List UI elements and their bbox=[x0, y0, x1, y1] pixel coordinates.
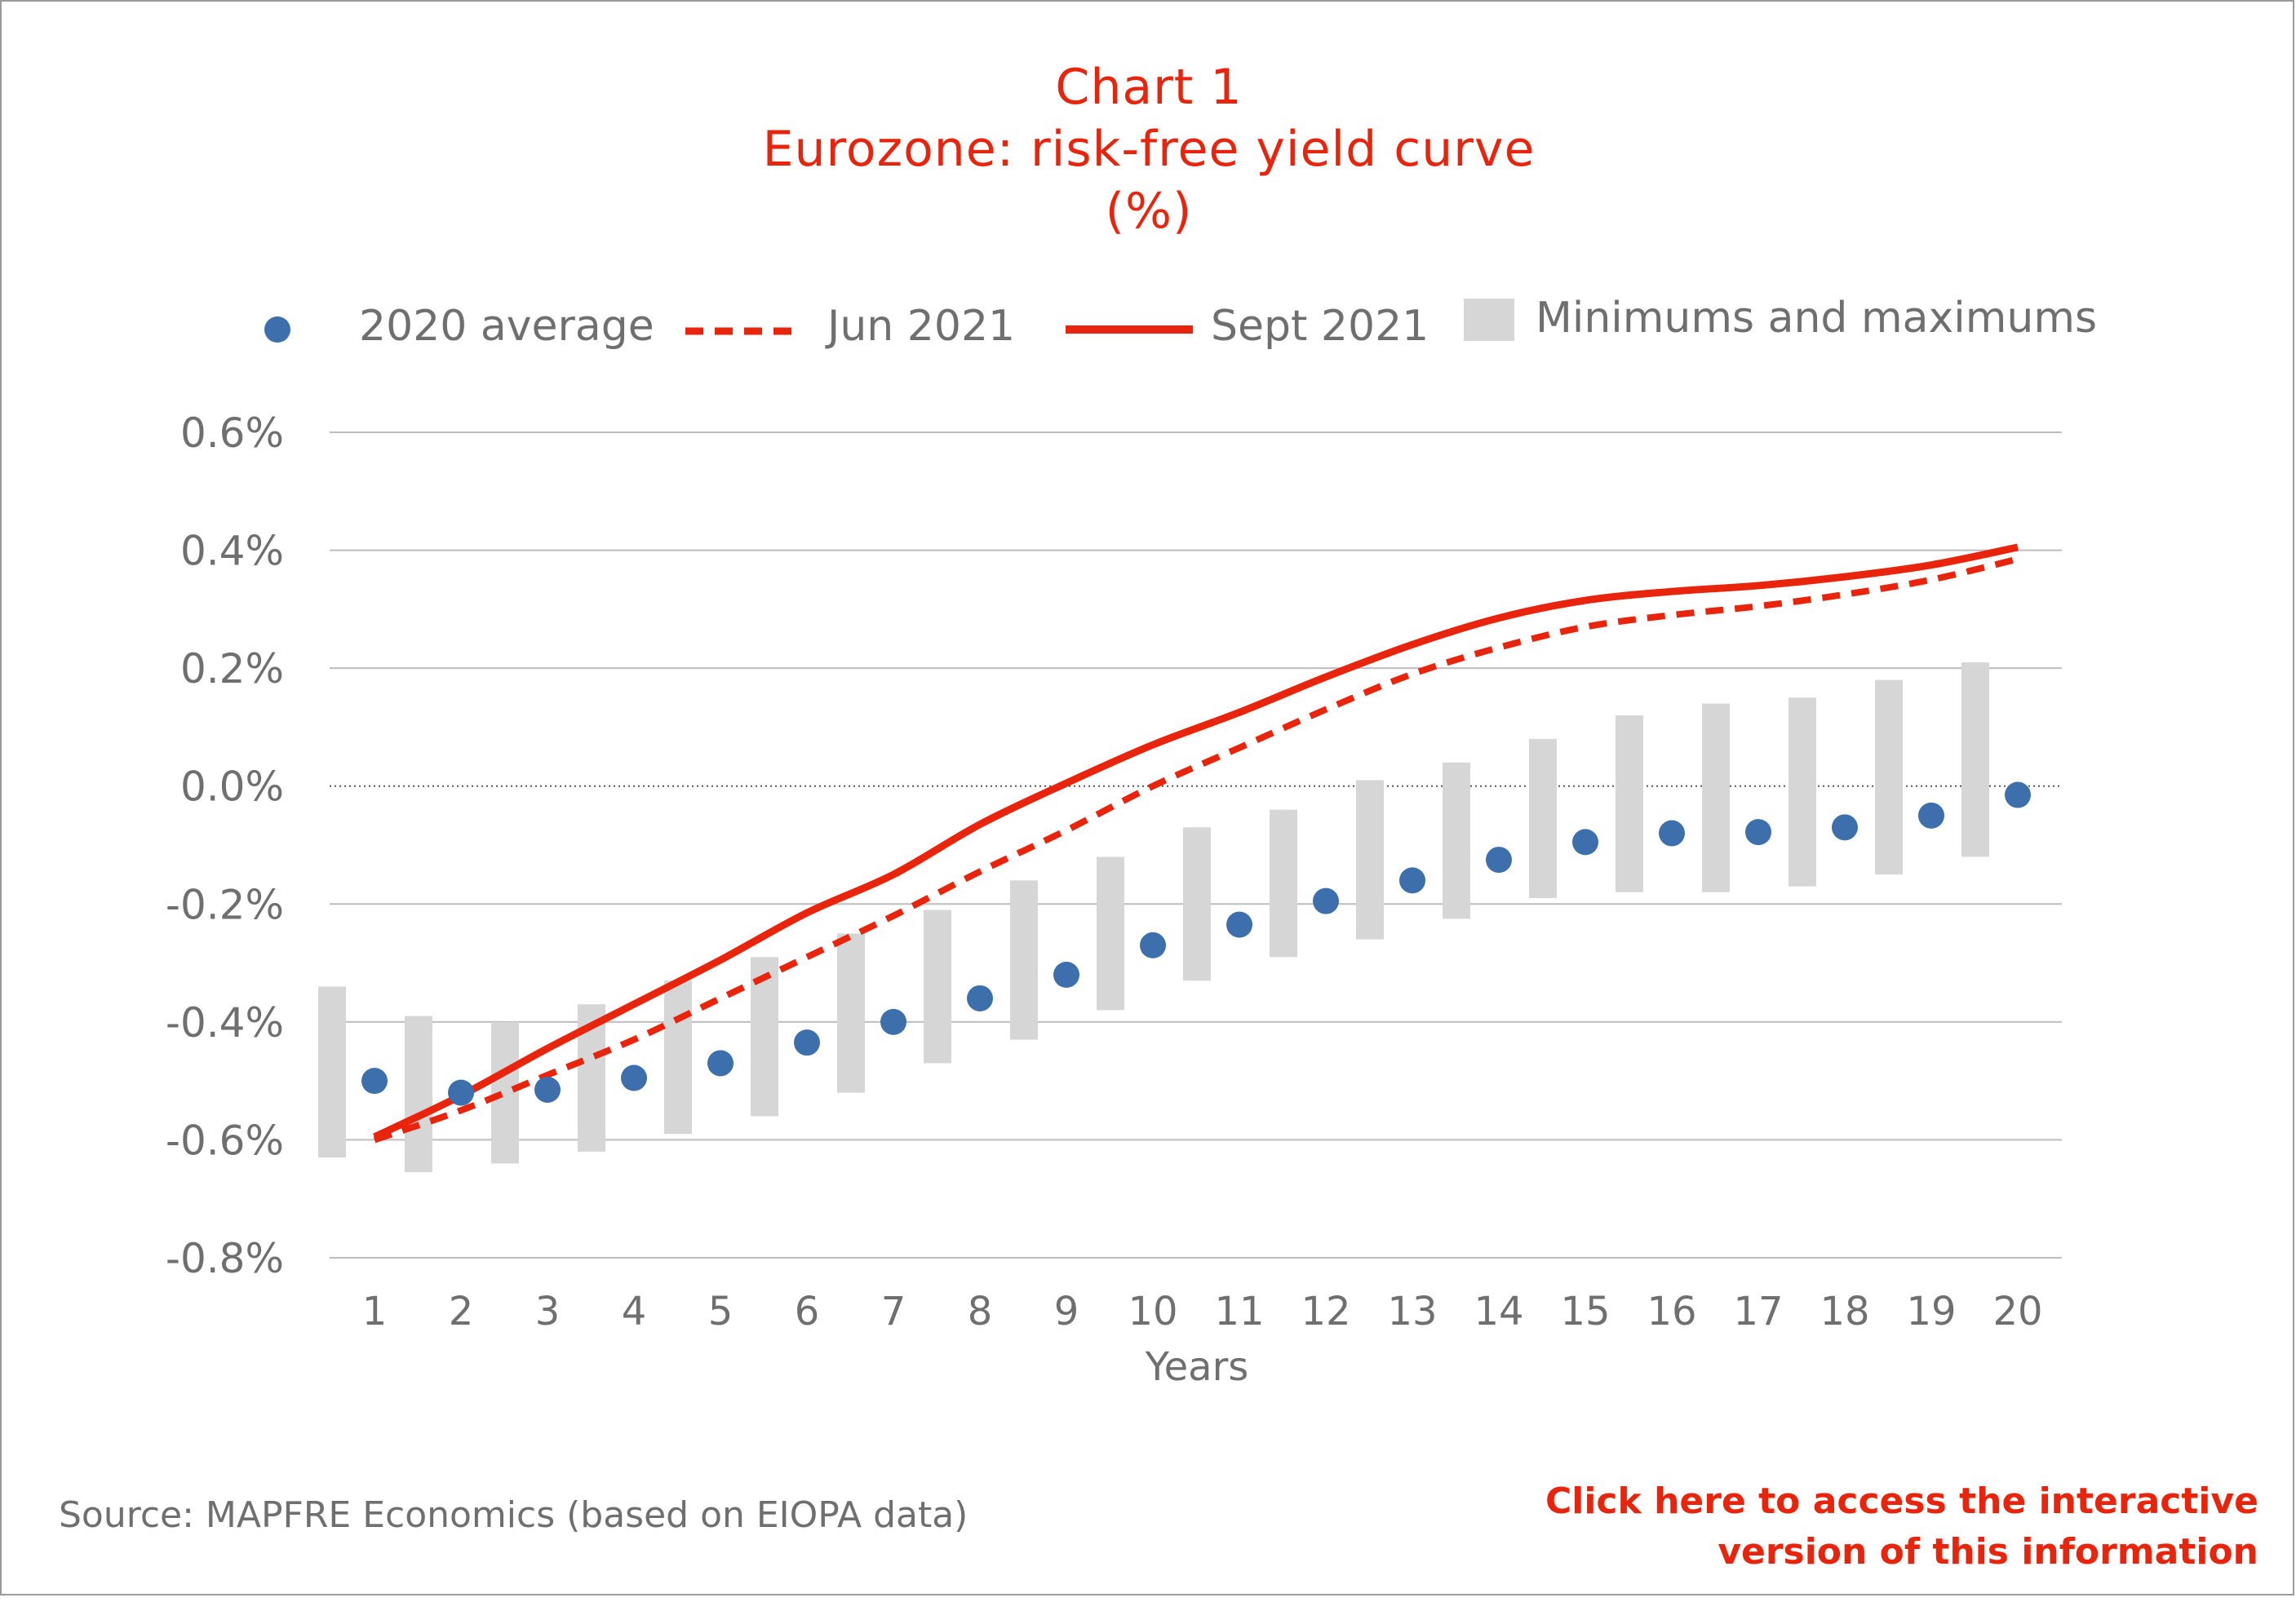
range-bar bbox=[1097, 856, 1124, 1011]
x-tick-label: 18 bbox=[1820, 1289, 1869, 1334]
y-tick-label: -0.8% bbox=[166, 1235, 284, 1282]
x-tick-label: 5 bbox=[708, 1289, 734, 1334]
x-tick-label: 19 bbox=[1906, 1289, 1956, 1334]
range-bar bbox=[837, 933, 865, 1093]
chart-unit: (%) bbox=[1105, 183, 1193, 240]
point-2020-average bbox=[1053, 962, 1079, 989]
legend-marker-min-max bbox=[1464, 299, 1514, 341]
x-tick-label: 1 bbox=[362, 1289, 388, 1334]
point-2020-average bbox=[1659, 820, 1685, 847]
range-bar bbox=[664, 980, 692, 1135]
point-2020-average bbox=[880, 1008, 906, 1035]
link-line-1: Click here to access the interactive bbox=[1545, 1480, 2258, 1522]
point-2020-average bbox=[534, 1076, 561, 1103]
x-tick-label: 14 bbox=[1474, 1289, 1523, 1334]
y-tick-label: 0.0% bbox=[180, 763, 284, 811]
series-line-sept-2021 bbox=[373, 543, 2019, 1140]
point-2020-average bbox=[1745, 819, 1771, 846]
x-tick-label: 16 bbox=[1647, 1289, 1696, 1334]
legend-label-2020-average: 2020 average bbox=[359, 302, 654, 351]
range-bar bbox=[924, 909, 951, 1064]
legend-label-min-max: Minimums and maximums bbox=[1536, 294, 2098, 343]
link-line-2: version of this information bbox=[1718, 1531, 2258, 1573]
x-tick-label: 2 bbox=[449, 1289, 474, 1334]
range-bar bbox=[1875, 679, 1903, 875]
x-tick-label: 20 bbox=[1992, 1289, 2042, 1334]
point-2020-average bbox=[794, 1029, 820, 1056]
legend-marker-2020-average bbox=[264, 316, 290, 343]
range-bar bbox=[1443, 762, 1470, 919]
point-2020-average bbox=[448, 1079, 474, 1106]
range-bar bbox=[1010, 880, 1038, 1040]
range-bar bbox=[318, 986, 346, 1158]
source-note: Source: MAPFRE Economics (based on EIOPA… bbox=[59, 1494, 968, 1536]
point-2020-average bbox=[1486, 847, 1512, 874]
range-bar bbox=[1616, 715, 1643, 892]
point-2020-average bbox=[707, 1050, 734, 1077]
x-tick-label: 8 bbox=[968, 1289, 993, 1334]
interactive-version-link[interactable]: Click here to access the interactive ver… bbox=[1545, 1476, 2258, 1578]
point-2020-average bbox=[1140, 932, 1166, 958]
x-tick-label: 11 bbox=[1214, 1289, 1264, 1334]
range-bar bbox=[1788, 697, 1816, 887]
y-tick-label: 0.2% bbox=[180, 645, 284, 693]
x-tick-label: 3 bbox=[535, 1289, 561, 1334]
point-2020-average bbox=[1918, 802, 1944, 829]
point-2020-average bbox=[967, 985, 993, 1011]
x-tick-label: 17 bbox=[1733, 1289, 1783, 1334]
legend-label-jun-2021: Jun 2021 bbox=[827, 302, 1016, 351]
range-bar bbox=[491, 1021, 519, 1164]
x-tick-label: 7 bbox=[881, 1289, 906, 1334]
point-2020-average bbox=[1399, 867, 1425, 894]
chart-title: Eurozone: risk-free yield curve bbox=[762, 121, 1536, 178]
point-2020-average bbox=[621, 1064, 647, 1091]
point-2020-average bbox=[1832, 814, 1858, 841]
chart-number: Chart 1 bbox=[1055, 59, 1243, 116]
y-tick-label: 0.4% bbox=[180, 528, 284, 575]
point-2020-average bbox=[1226, 911, 1252, 938]
x-tick-label: 6 bbox=[795, 1289, 820, 1334]
point-2020-average bbox=[1572, 829, 1598, 856]
x-axis-title: Years bbox=[1145, 1344, 1249, 1390]
y-tick-label: -0.2% bbox=[166, 881, 284, 928]
range-bar bbox=[1529, 738, 1557, 899]
range-bar bbox=[405, 1016, 432, 1173]
range-bar bbox=[1961, 662, 1989, 857]
point-2020-average bbox=[361, 1068, 388, 1095]
x-tick-label: 12 bbox=[1301, 1289, 1350, 1334]
point-2020-average bbox=[1313, 887, 1339, 914]
y-tick-label: -0.4% bbox=[166, 999, 284, 1047]
x-tick-label: 4 bbox=[622, 1289, 647, 1334]
x-tick-label: 15 bbox=[1560, 1289, 1610, 1334]
point-2020-average bbox=[2005, 781, 2031, 808]
x-tick-label: 9 bbox=[1054, 1289, 1079, 1334]
legend-label-sept-2021: Sept 2021 bbox=[1211, 302, 1429, 351]
x-tick-label: 13 bbox=[1387, 1289, 1437, 1334]
range-bar bbox=[1270, 809, 1297, 958]
y-tick-label: 0.6% bbox=[180, 409, 284, 457]
range-bar bbox=[1356, 780, 1384, 940]
series-line-jun-2021 bbox=[373, 555, 2019, 1144]
x-tick-label: 10 bbox=[1128, 1289, 1177, 1334]
y-tick-label: -0.6% bbox=[166, 1117, 284, 1164]
range-bar bbox=[1702, 703, 1730, 892]
range-bar bbox=[1183, 827, 1211, 981]
